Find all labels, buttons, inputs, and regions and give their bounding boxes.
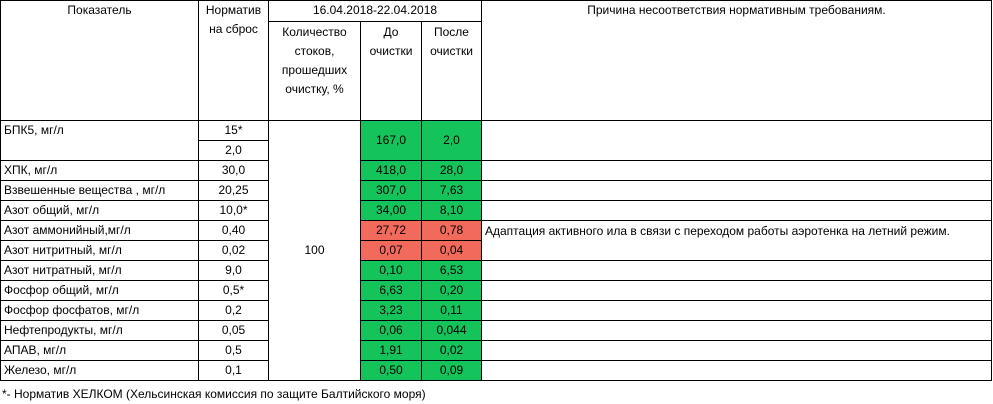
table-row: Фосфор фосфатов, мг/л 0,2 3,23 0,11 xyxy=(0,300,992,321)
after-value: 0,78 xyxy=(421,220,482,241)
header-after: После очистки xyxy=(421,21,482,121)
indicator-name: Азот общий, мг/л xyxy=(0,200,199,221)
indicator-name: БПК5, мг/л xyxy=(0,120,199,161)
table-row: Азот общий, мг/л 10,0* 34,00 8,10 xyxy=(0,200,992,221)
norm-value: 2,0 xyxy=(198,140,269,161)
quantity-value: 100 xyxy=(268,120,361,381)
reason-empty xyxy=(481,360,992,381)
indicator-name: Фосфор фосфатов, мг/л xyxy=(0,300,199,321)
indicator-name: Фосфор общий, мг/л xyxy=(0,280,199,301)
table-row: Азот аммонийный,мг/л 0,40 27,72 0,78 Адаптац… xyxy=(0,220,992,261)
header-norm: Норматив на сброс xyxy=(198,0,269,121)
reason-empty xyxy=(481,280,992,301)
header-period: 16.04.2018-22.04.2018 xyxy=(268,0,482,22)
wastewater-report-table: Показатель Норматив на сброс 16.04.2018-… xyxy=(0,0,992,381)
after-value: 6,53 xyxy=(421,260,482,281)
table-row: Нефтепродукты, мг/л 0,05 0,06 0,044 xyxy=(0,320,992,341)
norm-value: 9,0 xyxy=(198,260,269,281)
reason-empty xyxy=(481,200,992,221)
norm-value: 10,0* xyxy=(198,200,269,221)
table-row: Фосфор общий, мг/л 0,5* 6,63 0,20 xyxy=(0,280,992,301)
before-value: 0,07 xyxy=(360,240,422,261)
norm-value: 0,1 xyxy=(198,360,269,381)
reason-empty xyxy=(481,180,992,201)
table-row: АПАВ, мг/л 0,5 1,91 0,02 xyxy=(0,340,992,361)
before-value: 167,0 xyxy=(360,120,422,161)
table-row: Азот нитратный, мг/л 9,0 0,10 6,53 xyxy=(0,260,992,281)
indicator-name: Нефтепродукты, мг/л xyxy=(0,320,199,341)
table-row: БПК5, мг/л 15* 100 167,0 2,0 xyxy=(0,120,992,381)
reason-empty xyxy=(481,260,992,281)
indicator-name: Азот нитритный, мг/л xyxy=(0,240,199,261)
norm-value: 0,5 xyxy=(198,340,269,361)
norm-value: 0,40 xyxy=(198,220,269,241)
before-value: 0,10 xyxy=(360,260,422,281)
before-value: 307,0 xyxy=(360,180,422,201)
after-value: 0,044 xyxy=(421,320,482,341)
after-value: 0,04 xyxy=(421,240,482,261)
indicator-name: Железо, мг/л xyxy=(0,360,199,381)
table-row: ХПК, мг/л 30,0 418,0 28,0 xyxy=(0,160,992,181)
table-row: Железо, мг/л 0,1 0,50 0,09 xyxy=(0,360,992,381)
norm-value: 0,2 xyxy=(198,300,269,321)
before-value: 0,50 xyxy=(360,360,422,381)
norm-value: 0,02 xyxy=(198,240,269,261)
indicator-name: ХПК, мг/л xyxy=(0,160,199,181)
after-value: 7,63 xyxy=(421,180,482,201)
indicator-name: Азот нитратный, мг/л xyxy=(0,260,199,281)
before-value: 0,06 xyxy=(360,320,422,341)
indicator-name: АПАВ, мг/л xyxy=(0,340,199,361)
footnote: *- Норматив ХЕЛКОМ (Хельсинская комиссия… xyxy=(2,387,426,401)
after-value: 2,0 xyxy=(421,120,482,161)
table-row: Взвешенные вещества , мг/л 20,25 307,0 7,63 xyxy=(0,180,992,201)
after-value: 0,09 xyxy=(421,360,482,381)
after-value: 28,0 xyxy=(421,160,482,181)
before-value: 1,91 xyxy=(360,340,422,361)
norm-value: 30,0 xyxy=(198,160,269,181)
after-value: 0,11 xyxy=(421,300,482,321)
before-value: 3,23 xyxy=(360,300,422,321)
reason-empty xyxy=(481,300,992,321)
indicator-name: Азот аммонийный,мг/л xyxy=(0,220,199,241)
after-value: 8,10 xyxy=(421,200,482,221)
before-value: 418,0 xyxy=(360,160,422,181)
header-indicator: Показатель xyxy=(0,0,199,121)
reason-text: Адаптация активного ила в связи с перехо… xyxy=(481,220,992,261)
before-value: 27,72 xyxy=(360,220,422,241)
after-value: 0,02 xyxy=(421,340,482,361)
table-body: Показатель Норматив на сброс 16.04.2018-… xyxy=(0,0,992,381)
reason-empty xyxy=(481,340,992,361)
after-value: 0,20 xyxy=(421,280,482,301)
header-quantity: Количество стоков, прошедших очистку, % xyxy=(268,21,361,121)
norm-value: 20,25 xyxy=(198,180,269,201)
header-reason: Причина несоответствия нормативным требо… xyxy=(481,0,992,121)
reason-empty xyxy=(481,320,992,341)
reason-empty xyxy=(481,120,992,161)
norm-value: 15* xyxy=(198,120,269,141)
indicator-name: Взвешенные вещества , мг/л xyxy=(0,180,199,201)
before-value: 6,63 xyxy=(360,280,422,301)
header-before: До очистки xyxy=(360,21,422,121)
norm-value: 0,5* xyxy=(198,280,269,301)
reason-empty xyxy=(481,160,992,181)
before-value: 34,00 xyxy=(360,200,422,221)
norm-value: 0,05 xyxy=(198,320,269,341)
